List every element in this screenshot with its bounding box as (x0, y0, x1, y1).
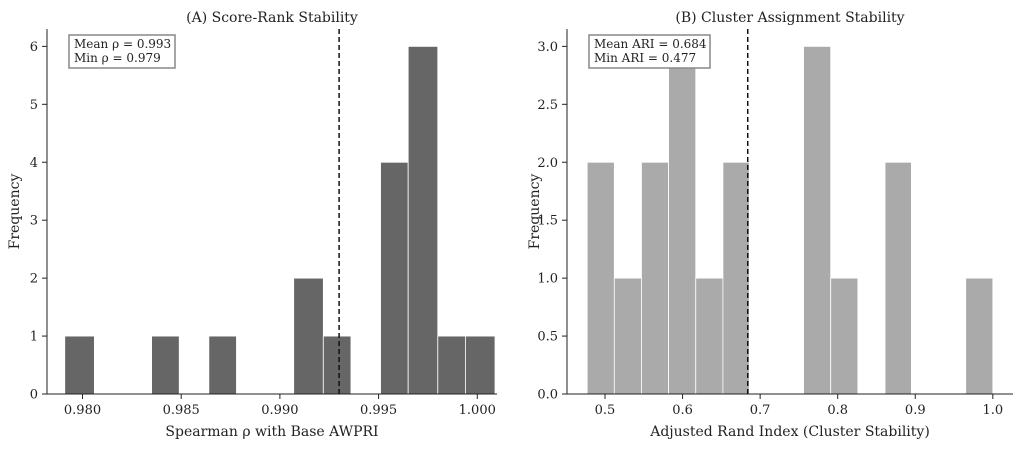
panel-a-stats-line-mean: Mean ρ = 0.993 (74, 37, 171, 51)
panel-b-histogram-bar-9 (830, 277, 859, 395)
panel-b-x-tick-label: 1.0 (982, 403, 1003, 418)
panel-b-x-tick-label: 0.9 (905, 403, 926, 418)
panel-a-histogram-bar-8 (293, 277, 324, 395)
panel-a-y-tick-label: 5 (30, 98, 38, 113)
panel-a-x-tick-label: 1.000 (459, 403, 496, 418)
panel-b-x-tick-label: 0.8 (827, 403, 848, 418)
panel-b-x-tick-label: 0.6 (672, 403, 693, 418)
panel-a-histogram-bar-11 (380, 161, 409, 395)
panel-a-histogram-bar-14 (465, 335, 496, 395)
panel-b-chart: 0.5 0.6 0.7 0.8 0.9 1.0 0.0 0.5 1.0 1.5 2.0 2.5 3.0 (… (527, 10, 1013, 440)
panel-b-y-tick-label: 1.0 (537, 272, 558, 287)
panel-a-histogram-bar-9 (322, 335, 352, 395)
panel-b-y-axis-label: Frequency (527, 174, 543, 250)
panel-b-x-tick-label: 0.7 (750, 403, 771, 418)
panel-a-stats-box (68, 34, 176, 69)
panel-b-y-tick-label: 0.0 (537, 388, 558, 403)
panel-b-stats-line-mean: Mean ARI = 0.684 (594, 37, 707, 51)
panel-a-y-tick-label: 4 (30, 156, 38, 171)
panel-a-y-tick-label: 6 (30, 40, 38, 55)
panel-a-x-tick-label: 0.990 (261, 403, 298, 418)
panel-a-x-tick-label: 0.985 (163, 403, 200, 418)
panel-b-histogram-bar-5 (722, 161, 750, 395)
panel-a-histogram-bar-3 (151, 335, 180, 395)
panel-b-histogram-bar-11 (884, 161, 912, 395)
panel-a-chart: 0.980 0.985 0.990 0.995 1.000 0 1 2 3 4 5 6 (A) Scor… (7, 10, 497, 440)
panel-a-histogram-bar-0 (64, 335, 95, 395)
panel-b-x-axis-label: Adjusted Rand Index (Cluster Stability) (649, 424, 930, 440)
panel-b-y-tick-label: 2.5 (537, 98, 558, 113)
panel-b-y-tick-label: 0.5 (537, 330, 558, 345)
panel-b-y-tick-label: 2.0 (537, 156, 558, 171)
panel-b-histogram-bar-4 (695, 277, 724, 395)
panel-b-histogram-bar-3 (668, 45, 697, 395)
panel-b-y-tick-label: 3.0 (537, 40, 558, 55)
panel-a-x-tick-label: 0.995 (360, 403, 397, 418)
panel-a-y-tick-label: 2 (30, 272, 38, 287)
panel-b-histogram-bar-2 (641, 161, 670, 395)
panel-a-stats-line-min: Min ρ = 0.979 (74, 51, 161, 65)
panel-a-histogram-bar-13 (437, 335, 466, 395)
panel-b-title: (B) Cluster Assignment Stability (675, 10, 904, 26)
panel-b-histogram-bar-14 (965, 277, 994, 395)
panel-a-title: (A) Score-Rank Stability (186, 10, 358, 26)
panel-b-histogram-bar-1 (613, 277, 642, 395)
panel-a-histogram-bar-12 (407, 45, 439, 395)
panel-a-histogram-bar-5 (208, 335, 237, 395)
panel-a-y-tick-label: 1 (30, 330, 38, 345)
panel-b-histogram-bar-0 (586, 161, 615, 395)
panel-a-y-axis-label: Frequency (7, 174, 23, 250)
panel-b-x-tick-label: 0.5 (595, 403, 616, 418)
panel-b-histogram-bar-8 (803, 45, 832, 395)
panel-a-x-axis-label: Spearman ρ with Base AWPRI (165, 424, 378, 440)
panel-a-y-tick-label: 0 (30, 388, 38, 403)
panel-b-stats-box (588, 34, 711, 69)
panel-a-x-tick-label: 0.980 (64, 403, 101, 418)
panel-a-y-tick-label: 3 (30, 214, 38, 229)
panel-b-y-tick-label: 1.5 (537, 214, 558, 229)
panel-b-stats-line-min: Min ARI = 0.477 (594, 51, 696, 65)
